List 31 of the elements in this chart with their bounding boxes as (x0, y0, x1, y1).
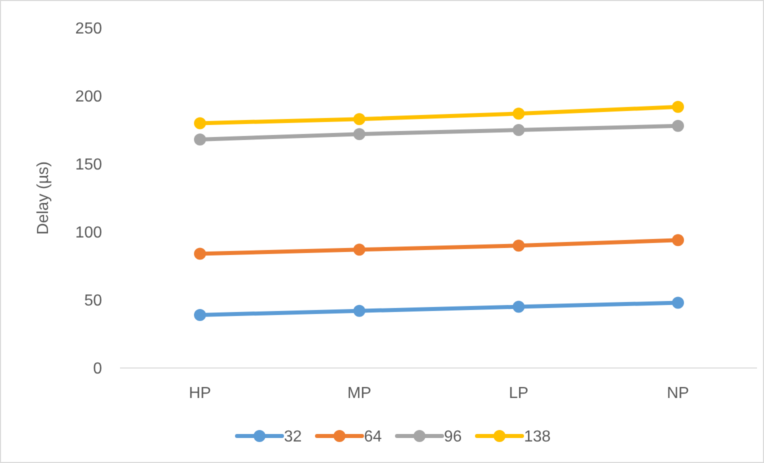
point (672, 296, 684, 309)
point (194, 134, 206, 146)
point (672, 234, 684, 246)
x-tick-label: MP (347, 385, 372, 402)
y-tick-label: 250 (75, 20, 102, 38)
point (512, 108, 525, 120)
point (512, 124, 525, 136)
x-tick-label: LP (508, 385, 528, 402)
legend-label: 96 (444, 428, 462, 446)
y-tick-label: 0 (93, 360, 102, 378)
point (512, 300, 525, 313)
point (353, 128, 366, 140)
x-tick-label: NP (666, 385, 690, 402)
x-tick-label: HP (188, 385, 212, 402)
legend-label: 32 (284, 428, 302, 446)
point (194, 248, 206, 260)
point (353, 244, 366, 256)
point (672, 120, 684, 132)
point (353, 113, 366, 126)
point (672, 100, 684, 113)
y-tick-label: 100 (75, 224, 102, 242)
y-tick-label: 150 (75, 156, 102, 174)
point (194, 308, 206, 321)
y-axis-title: Delay (µs) (35, 161, 52, 235)
point (194, 117, 206, 130)
point (512, 240, 525, 252)
legend-label: 138 (524, 428, 551, 446)
point (353, 304, 366, 317)
y-tick-label: 50 (84, 292, 102, 310)
legend-label: 64 (364, 428, 382, 446)
y-tick-label: 200 (75, 88, 102, 106)
